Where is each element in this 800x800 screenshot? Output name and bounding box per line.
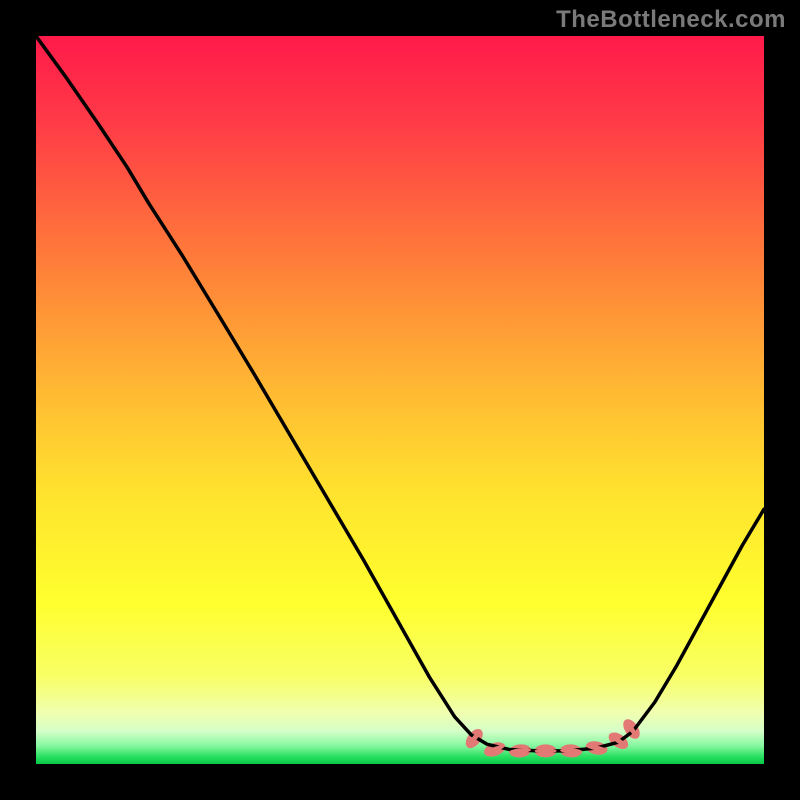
curve-marker (535, 748, 557, 753)
watermark-text: TheBottleneck.com (556, 6, 786, 34)
curve-markers-over (466, 719, 640, 756)
plot-area (36, 36, 764, 764)
bottleneck-curve (36, 36, 764, 764)
chart-frame: TheBottleneck.com (0, 0, 800, 800)
curve-line (36, 36, 764, 751)
